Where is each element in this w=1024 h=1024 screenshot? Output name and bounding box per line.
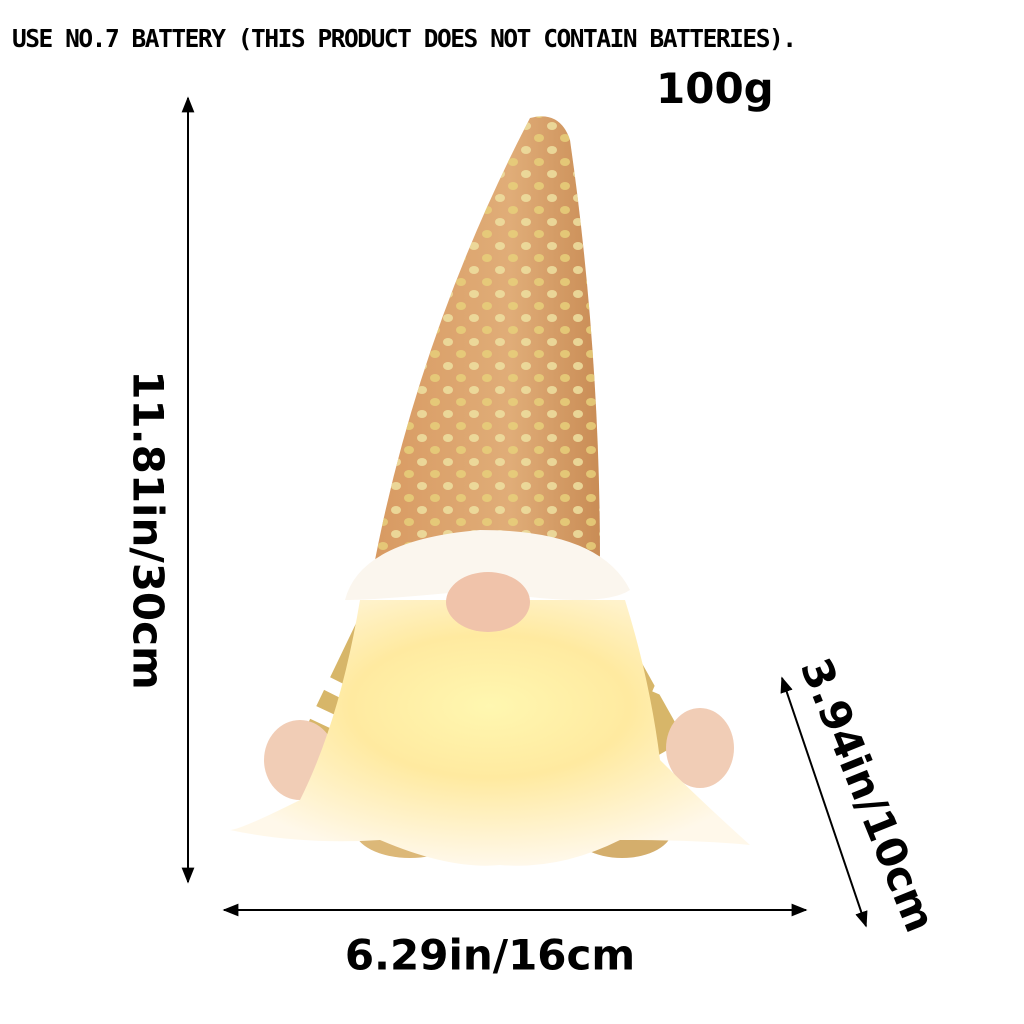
- battery-note: USE NO.7 BATTERY (THIS PRODUCT DOES NOT …: [12, 24, 797, 53]
- gnome-nose: [446, 572, 530, 632]
- weight-label: 100g: [656, 64, 774, 113]
- gnome-hat-brim: [345, 530, 630, 600]
- width-label: 6.29in/16cm: [344, 930, 636, 980]
- height-label: 11.81in/30cm: [123, 370, 173, 690]
- gnome-beard: [230, 600, 750, 866]
- depth-arrow: [780, 676, 868, 928]
